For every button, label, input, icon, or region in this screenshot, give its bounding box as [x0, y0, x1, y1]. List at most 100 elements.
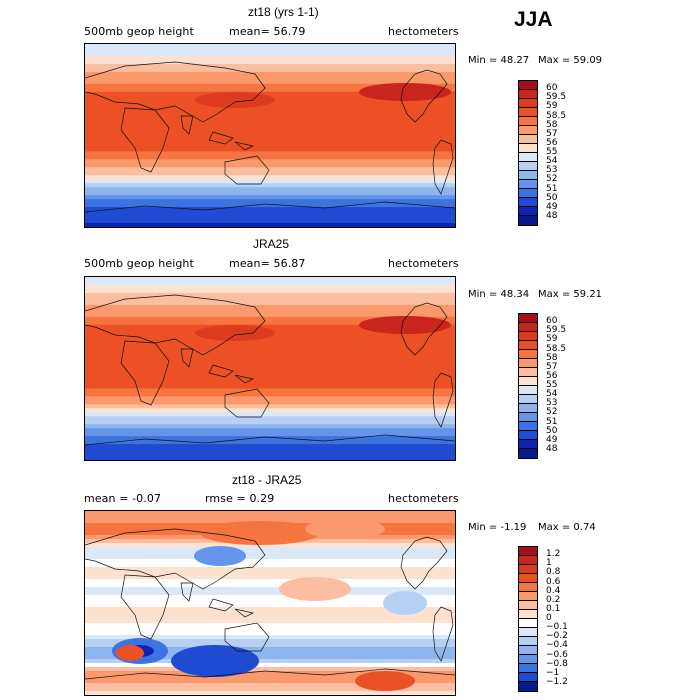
field-band — [85, 667, 455, 672]
panel3-title: zt18 - JRA25 — [232, 473, 302, 487]
panel2-units: hectometers — [388, 257, 459, 270]
coastline — [180, 348, 194, 368]
colorbar-swatch — [519, 99, 537, 108]
colorbar-swatch — [519, 583, 537, 592]
field-band — [85, 312, 455, 318]
colorbar-swatch — [519, 377, 537, 386]
colorbar-swatch — [519, 682, 537, 691]
field-band — [85, 127, 455, 133]
colorbar-swatch — [519, 216, 537, 225]
field-band — [85, 611, 455, 616]
field-band — [85, 579, 455, 584]
field-band — [85, 543, 455, 548]
field-band — [85, 336, 455, 342]
panel1-title: zt18 (yrs 1-1) — [248, 5, 319, 19]
field-band — [85, 163, 455, 168]
field-band — [85, 352, 455, 358]
field-band — [85, 199, 455, 204]
panel1-units: hectometers — [388, 25, 459, 38]
field-band — [85, 316, 455, 322]
panel1-mean: mean= 56.79 — [229, 25, 306, 38]
field-band — [85, 547, 455, 552]
field-band — [85, 412, 455, 417]
field-anomaly — [195, 92, 275, 108]
colorbar-swatch — [519, 422, 537, 431]
field-band — [85, 71, 455, 77]
field-band — [85, 691, 455, 695]
colorbar-swatch — [519, 592, 537, 601]
field-band — [85, 555, 455, 560]
panel1-colorbar-labels: 60 59.5 59 58.5 58 57 56 55 54 53 52 51 50 49 48 — [546, 80, 586, 226]
field-band — [85, 372, 455, 378]
panel3-rmse: rmse = 0.29 — [205, 492, 275, 505]
colorbar-swatch — [519, 323, 537, 332]
field-band — [85, 119, 455, 125]
field-band — [85, 356, 455, 362]
colorbar-swatch — [519, 359, 537, 368]
field-band — [85, 135, 455, 141]
field-band — [85, 392, 455, 397]
colorbar-swatch — [519, 556, 537, 565]
colorbar-tick-label: −0.6 — [546, 649, 568, 660]
colorbar-swatch — [519, 341, 537, 350]
field-band — [85, 591, 455, 596]
colorbar-tick-label: 58 — [546, 119, 558, 130]
colorbar-swatch — [519, 350, 537, 359]
field-band — [85, 587, 455, 592]
colorbar-tick-label: 0.1 — [546, 603, 561, 614]
field-anomaly — [171, 645, 259, 677]
field-band — [85, 215, 455, 220]
field-band — [85, 67, 455, 73]
colorbar-swatch — [519, 610, 537, 619]
colorbar-tick-label: 1 — [546, 558, 552, 569]
field-band — [85, 651, 455, 656]
field-band — [85, 47, 455, 53]
colorbar-tick-label: 0.2 — [546, 594, 561, 605]
colorbar-swatch — [519, 395, 537, 404]
colorbar-swatch — [519, 601, 537, 610]
panel2-variable: 500mb geop height — [84, 257, 194, 270]
field-band — [85, 187, 455, 192]
field-band — [85, 515, 455, 520]
field-band — [85, 400, 455, 405]
colorbar-tick-label: 59 — [546, 101, 558, 112]
field-anomaly — [359, 316, 451, 334]
coastline — [224, 622, 270, 652]
colorbar-swatch — [519, 108, 537, 117]
panel2-map-svg — [85, 277, 455, 460]
panel3-colorbar-labels: 1.2 1 0.8 0.6 0.4 0.2 0.1 0 −0.1 −0.2 −0.4 −0.6 −0.8… — [546, 546, 586, 692]
colorbar-tick-label: −1 — [546, 667, 560, 678]
colorbar-swatch — [519, 126, 537, 135]
colorbar-swatch — [519, 135, 537, 144]
field-band — [85, 44, 455, 49]
panel2-map — [84, 276, 456, 461]
field-band — [85, 599, 455, 604]
field-band — [85, 408, 455, 413]
field-band — [85, 571, 455, 576]
field-band — [85, 603, 455, 608]
field-band — [85, 563, 455, 568]
coastline — [400, 302, 448, 356]
colorbar-tick-label: −0.4 — [546, 640, 568, 651]
field-band — [85, 420, 455, 425]
field-band — [85, 452, 455, 457]
field-band — [85, 159, 455, 164]
field-band — [85, 623, 455, 628]
field-band — [85, 207, 455, 212]
colorbar-tick-label: 57 — [546, 361, 558, 372]
field-band — [85, 444, 455, 449]
field-band — [85, 675, 455, 680]
field-anomaly — [359, 83, 451, 101]
colorbar-tick-label: 60 — [546, 83, 558, 94]
panel1-colorbar — [518, 80, 538, 226]
field-band — [85, 75, 455, 81]
colorbar-tick-label: 0.4 — [546, 585, 561, 596]
colorbar-swatch — [519, 404, 537, 413]
field-band — [85, 687, 455, 692]
colorbar-tick-label: 51 — [546, 183, 558, 194]
field-band — [85, 635, 455, 640]
field-band — [85, 83, 455, 89]
field-band — [85, 559, 455, 564]
colorbar-swatch — [519, 664, 537, 673]
field-band — [85, 151, 455, 156]
